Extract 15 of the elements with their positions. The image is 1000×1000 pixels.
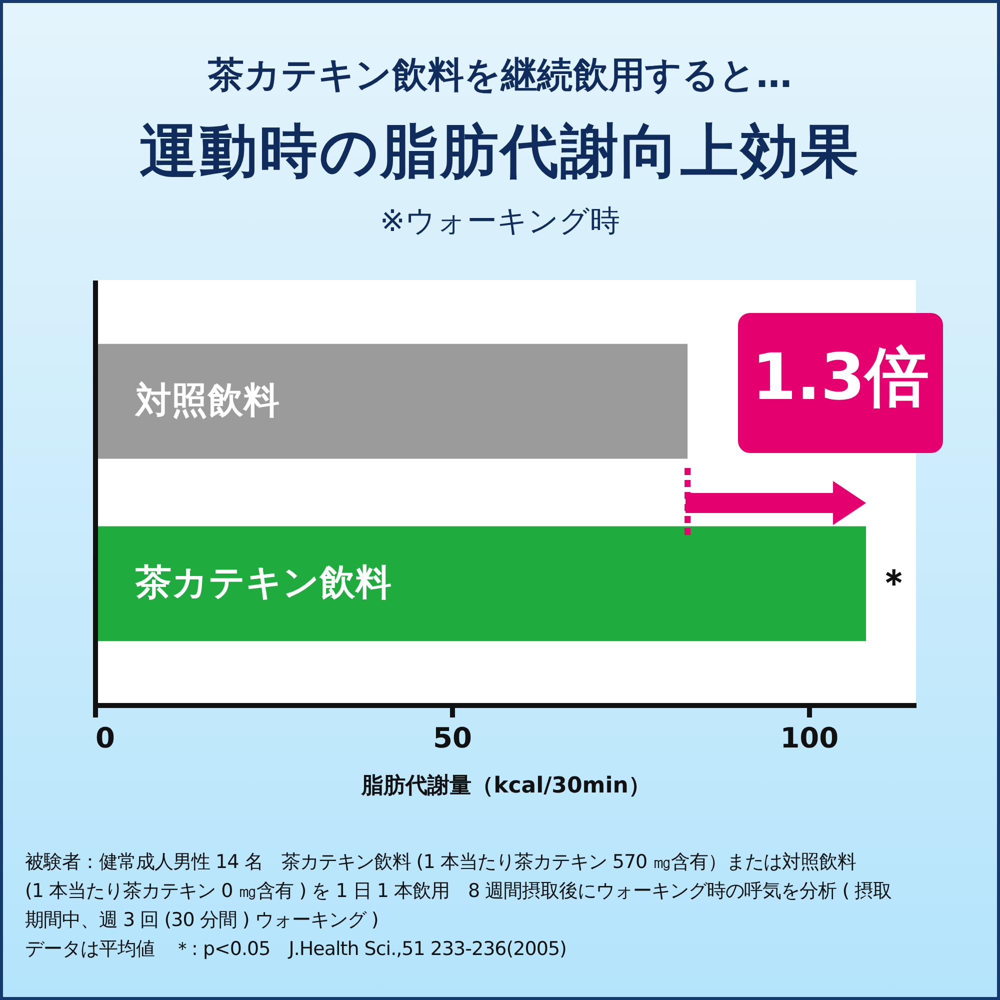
y-tick-label: 茶カテキン飲料 xyxy=(134,562,392,604)
text: データは平均値 ＊: p<0.05 J.Health Sci.,51 233-236(2005) xyxy=(25,937,568,962)
chart-title: 運動時の脂肪代謝向上効果 xyxy=(138,116,862,187)
chart-subtitle: 茶カテキン飲料を継続飲用すると… xyxy=(207,54,793,98)
annotation: 1.3倍 xyxy=(750,340,930,417)
text: ※ウォーキング時 xyxy=(378,203,622,241)
x-axis-title: 脂肪代謝量（kcal/30min） xyxy=(360,774,650,798)
text: 期間中、週 3 回 (30 分間 ) ウォーキング ) xyxy=(25,908,380,933)
x-tick-label: 100 xyxy=(780,722,839,754)
text: 被験者：健常成人男性 14 名 茶カテキン飲料 (1 本当たり茶カテキン 570 ㎎含有）または対照飲料 xyxy=(25,850,858,875)
text: (1 本当たり茶カテキン 0 ㎎含有 ) を 1 日 1 本飲用 8 週間摂取後にウォーキング時の呼気を分析 ( 摂取 xyxy=(25,879,892,904)
annotation: ＊ xyxy=(876,562,912,604)
x-tick-label: 50 xyxy=(432,722,472,754)
y-tick-label: 対照飲料 xyxy=(134,380,280,422)
x-tick-label: 0 xyxy=(96,722,115,754)
